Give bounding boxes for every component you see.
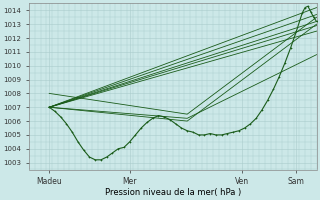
X-axis label: Pression niveau de la mer( hPa ): Pression niveau de la mer( hPa ) <box>105 188 241 197</box>
